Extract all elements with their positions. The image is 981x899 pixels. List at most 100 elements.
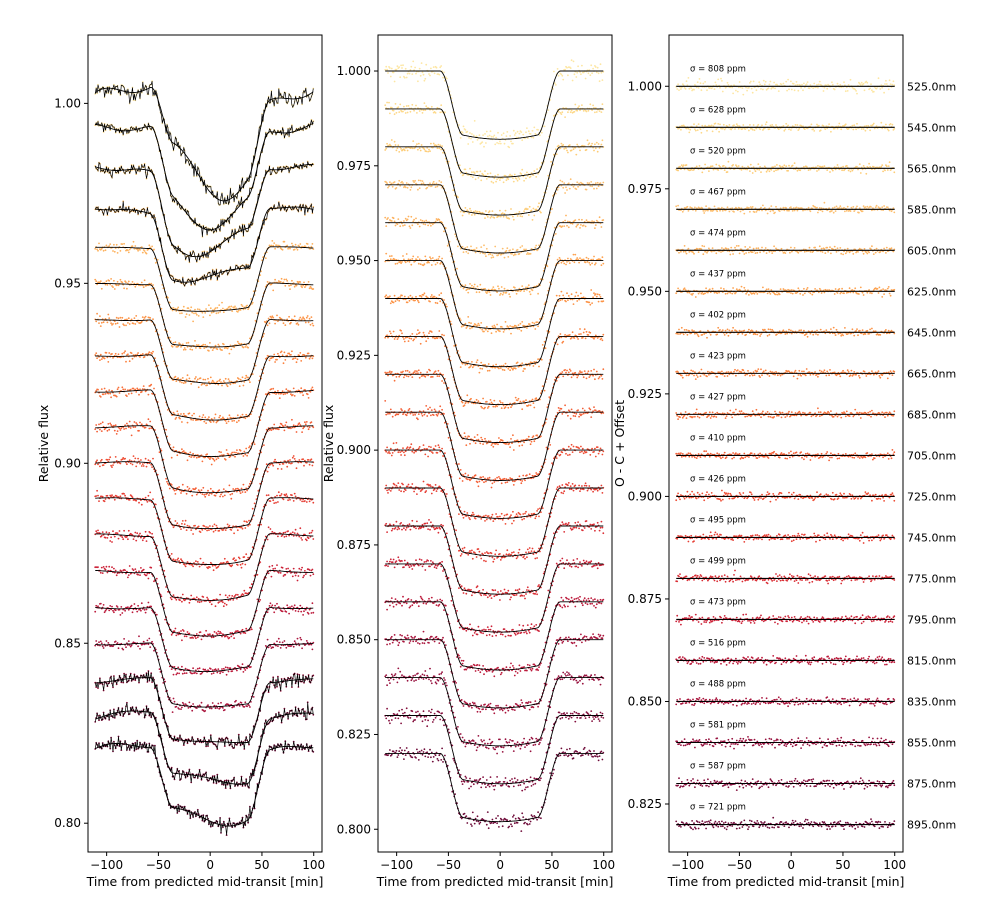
data-point <box>389 67 391 69</box>
data-point <box>288 352 290 355</box>
data-point <box>106 571 109 574</box>
model-line <box>95 607 314 673</box>
data-point <box>104 609 107 612</box>
data-point <box>95 495 98 497</box>
data-point <box>223 494 226 497</box>
data-point <box>106 284 109 286</box>
data-point <box>217 702 220 705</box>
data-point <box>182 305 185 308</box>
data-point <box>272 464 275 467</box>
data-point <box>500 134 503 136</box>
data-point <box>286 244 289 247</box>
data-point <box>288 534 290 537</box>
data-point <box>99 353 102 356</box>
series-2 <box>94 118 315 238</box>
data-point <box>150 605 153 608</box>
data-point <box>269 463 272 466</box>
data-point <box>305 316 308 319</box>
data-point <box>237 702 240 705</box>
data-point <box>283 640 286 642</box>
data-point <box>240 594 243 597</box>
data-point <box>277 352 279 355</box>
data-point <box>103 357 106 360</box>
x-tick-label: 100 <box>302 858 325 872</box>
data-point <box>411 103 414 106</box>
data-point <box>209 601 211 604</box>
data-point <box>589 74 592 77</box>
data-point <box>263 444 265 446</box>
data-point <box>140 465 143 467</box>
data-point <box>564 116 566 118</box>
data-point <box>172 341 175 344</box>
data-point <box>125 646 127 649</box>
data-point <box>114 569 117 572</box>
data-point <box>286 280 289 282</box>
data-point <box>312 501 315 504</box>
data-point <box>308 287 311 290</box>
data-point <box>434 112 437 114</box>
data-point <box>271 463 274 465</box>
data-point <box>209 458 211 460</box>
data-point <box>421 112 424 114</box>
data-point <box>277 491 280 494</box>
data-point <box>134 323 137 325</box>
data-point <box>296 248 299 251</box>
data-point <box>247 376 250 379</box>
data-point <box>112 530 114 533</box>
data-point <box>309 574 312 577</box>
data-point <box>288 462 290 464</box>
data-point <box>185 529 188 531</box>
data-point <box>196 308 199 310</box>
data-point <box>399 76 402 79</box>
data-point <box>296 358 299 361</box>
data-point <box>108 609 111 612</box>
data-point <box>591 72 593 75</box>
data-point <box>584 77 587 80</box>
data-point <box>201 460 204 463</box>
data-point <box>209 342 211 344</box>
data-point <box>210 603 213 606</box>
data-point <box>181 448 183 451</box>
data-point <box>517 176 520 179</box>
data-point <box>575 76 578 78</box>
data-point <box>574 103 577 106</box>
data-point <box>291 608 294 611</box>
data-point <box>141 353 144 355</box>
data-point <box>230 635 233 638</box>
data-point <box>311 648 314 651</box>
data-point <box>189 671 192 673</box>
data-point <box>495 136 497 139</box>
data-point <box>291 462 293 464</box>
data-point <box>535 176 538 178</box>
data-point <box>305 461 308 464</box>
data-point <box>505 135 508 138</box>
data-point <box>123 324 125 327</box>
data-point <box>492 136 495 138</box>
data-point <box>139 647 141 650</box>
data-point <box>172 488 175 491</box>
data-point <box>462 173 465 176</box>
data-point <box>158 451 161 454</box>
data-point <box>226 347 229 350</box>
data-point <box>280 277 283 280</box>
data-point <box>251 546 254 549</box>
data-point <box>226 666 229 669</box>
data-point <box>190 306 193 309</box>
data-point <box>241 305 244 308</box>
data-point <box>272 646 275 649</box>
data-point <box>112 464 114 466</box>
data-point <box>227 453 230 456</box>
data-point <box>130 392 133 395</box>
data-point <box>189 309 192 311</box>
data-point <box>307 281 310 283</box>
data-point <box>277 390 279 392</box>
data-point <box>216 671 219 674</box>
data-point <box>480 179 483 182</box>
data-point <box>142 286 145 289</box>
data-point <box>537 129 539 131</box>
data-point <box>190 418 193 421</box>
data-point <box>284 393 287 395</box>
panel-detrended-light-curves: −100 −50 0 50 1000.8000.8250.8500.8750.9000.… <box>321 34 615 889</box>
data-point <box>268 565 271 568</box>
data-point <box>289 498 291 501</box>
